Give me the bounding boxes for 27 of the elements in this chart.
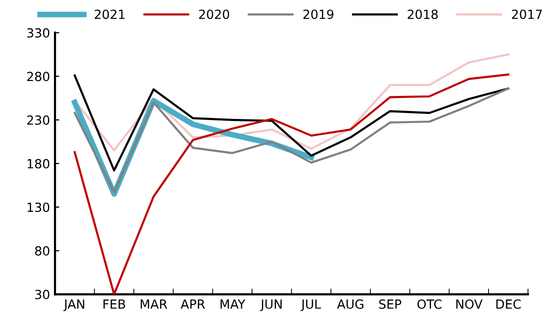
x-tick-label: AUG <box>337 299 364 309</box>
legend-label: 2017 <box>512 10 542 20</box>
x-tick-label: FEB <box>104 300 126 309</box>
x-tick-label: DEC <box>496 299 521 309</box>
y-tick-label: 330 <box>27 28 50 38</box>
y-tick-label: 30 <box>35 290 50 300</box>
line-series <box>74 74 510 172</box>
y-tick-label: 130 <box>28 202 50 212</box>
legend-label: 2021 <box>94 10 124 20</box>
x-tick-label: APR <box>180 300 205 309</box>
y-tick-label: 230 <box>27 115 50 125</box>
x-tick-label: OTC <box>417 299 442 309</box>
line-series <box>74 74 510 294</box>
y-tick-label: 180 <box>28 158 50 168</box>
line-series <box>74 87 510 194</box>
x-tick-label: JUL <box>300 300 322 312</box>
x-tick-label: JAN <box>63 300 84 312</box>
legend-label: 2018 <box>408 10 438 20</box>
x-tick-label: NOV <box>456 299 483 309</box>
x-tick-label: JUN <box>260 300 282 312</box>
y-tick-label: 80 <box>35 246 50 256</box>
x-tick-label: MAY <box>220 300 246 309</box>
x-tick-label: SEP <box>379 299 402 309</box>
y-tick-label: 280 <box>27 72 50 82</box>
legend-label: 2019 <box>303 10 334 20</box>
legend-label: 2020 <box>199 10 230 20</box>
x-tick-label: MAR <box>140 300 168 309</box>
